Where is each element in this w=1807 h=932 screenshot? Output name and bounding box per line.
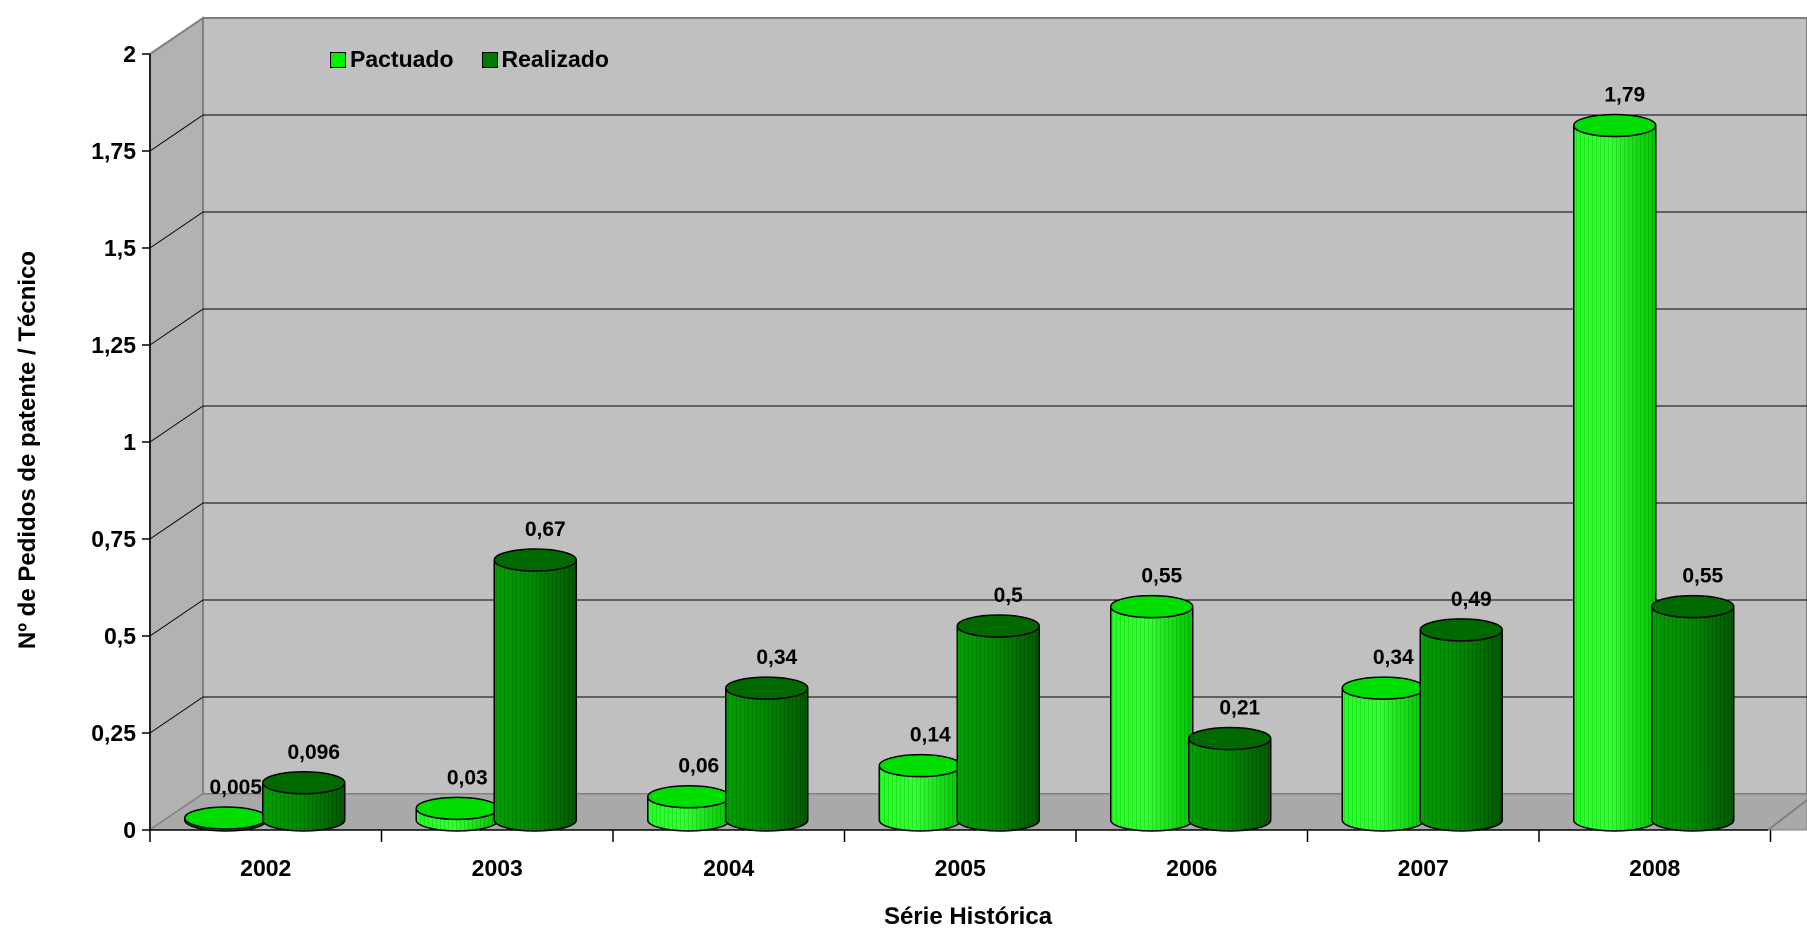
y-tick-label: 0,25 [91,720,136,746]
bar-pactuado-top [1341,676,1425,700]
bar-pactuado-top [1573,113,1657,138]
bar-realizado-texture [494,560,577,831]
legend-item-realizado: Realizado [481,46,609,73]
bar-pactuado-texture [879,765,962,831]
x-tick-label: 2003 [472,855,523,881]
data-label: 1,79 [1604,83,1645,106]
data-label: 0,06 [678,755,719,778]
floor-edge [1767,799,1807,831]
bar-realizado-texture [1651,606,1734,831]
data-label: 0,21 [1219,697,1260,720]
legend-swatch-pactuado [330,51,346,68]
y-tick-label: 1 [123,429,136,455]
bar-realizado-top [262,771,346,795]
y-tick-label: 1,5 [104,235,136,261]
gridline-side [149,696,204,734]
bar-pactuado [1573,113,1657,832]
data-label: 0,55 [1682,565,1723,588]
bar-pactuado [184,806,268,832]
data-label: 0,5 [994,584,1024,607]
gridline-side [149,599,204,637]
bar-pactuado-top [415,796,499,821]
legend-swatch-realizado [481,51,498,68]
data-label: 0,096 [287,741,340,764]
data-label: 0,34 [756,646,797,669]
bar-realizado-texture [1188,738,1271,831]
x-tick-label: 2008 [1629,855,1680,881]
bar-realizado [1188,726,1272,832]
bar-pactuado [1341,676,1425,832]
legend-item-pactuado: Pactuado [330,46,454,73]
bar-pactuado-top [184,806,268,830]
bar-realizado-texture [262,782,345,831]
legend: Pactuado Realizado [330,46,609,73]
bar-realizado-texture [1420,629,1503,831]
bar-realizado-texture [957,626,1040,831]
bar-pactuado [1110,594,1194,832]
x-tick-label: 2005 [935,855,986,881]
x-tick-label: 2006 [1166,855,1217,881]
legend-label-realizado: Realizado [501,46,609,72]
bar-realizado-top [493,548,577,572]
bar-realizado-top [1651,594,1735,619]
bar-realizado-top [725,676,809,700]
bar-pactuado-texture [1573,125,1656,832]
data-label: 0,005 [209,776,262,799]
bar-realizado [262,771,346,832]
x-axis-label: Série Histórica [883,903,1053,930]
bar-pactuado [647,784,731,832]
data-label: 0,67 [525,518,566,541]
data-label: 0,14 [910,724,951,747]
data-label: 0,55 [1141,565,1182,588]
bar-realizado-texture [725,688,808,831]
gridline-side [149,405,204,443]
bar-pactuado-top [878,753,962,778]
gridline-side [149,211,204,249]
gridline-side [149,308,204,346]
bar-realizado-top [1188,726,1272,751]
y-tick-label: 0 [123,817,136,843]
bar-realizado [956,614,1040,832]
y-tick-label: 0,5 [104,623,136,649]
y-tick-label: 1,25 [91,332,136,358]
y-tick-label: 2 [123,41,136,67]
bar-pactuado-top [647,784,731,809]
bar-realizado [1419,618,1503,832]
data-label: 0,34 [1373,646,1414,669]
bar-pactuado-top [1110,594,1194,619]
bar-realizado [725,676,809,832]
bar-pactuado [878,753,962,832]
y-tick-label: 0,75 [91,526,136,552]
bar-realizado-top [1419,618,1503,642]
legend-label-pactuado: Pactuado [350,46,454,72]
bar-pactuado-texture [647,796,730,831]
y-axis-label: Nº de Pedidos de patente / Técnico [14,250,41,650]
x-tick-label: 2004 [703,855,754,881]
x-tick-label: 2002 [240,855,291,881]
bar-realizado [1651,594,1735,832]
bar-realizado-top [956,614,1040,638]
x-tick-label: 2007 [1398,855,1449,881]
bar-pactuado-texture [1342,688,1425,831]
gridline-side [149,114,204,152]
gridline-side [149,502,204,540]
bar-pactuado [415,796,499,832]
y-tick-label: 1,75 [91,138,136,164]
bar-pactuado-texture [1110,606,1193,831]
data-label: 0,03 [447,766,488,789]
bar-realizado [493,548,577,832]
data-label: 0,49 [1451,588,1492,611]
